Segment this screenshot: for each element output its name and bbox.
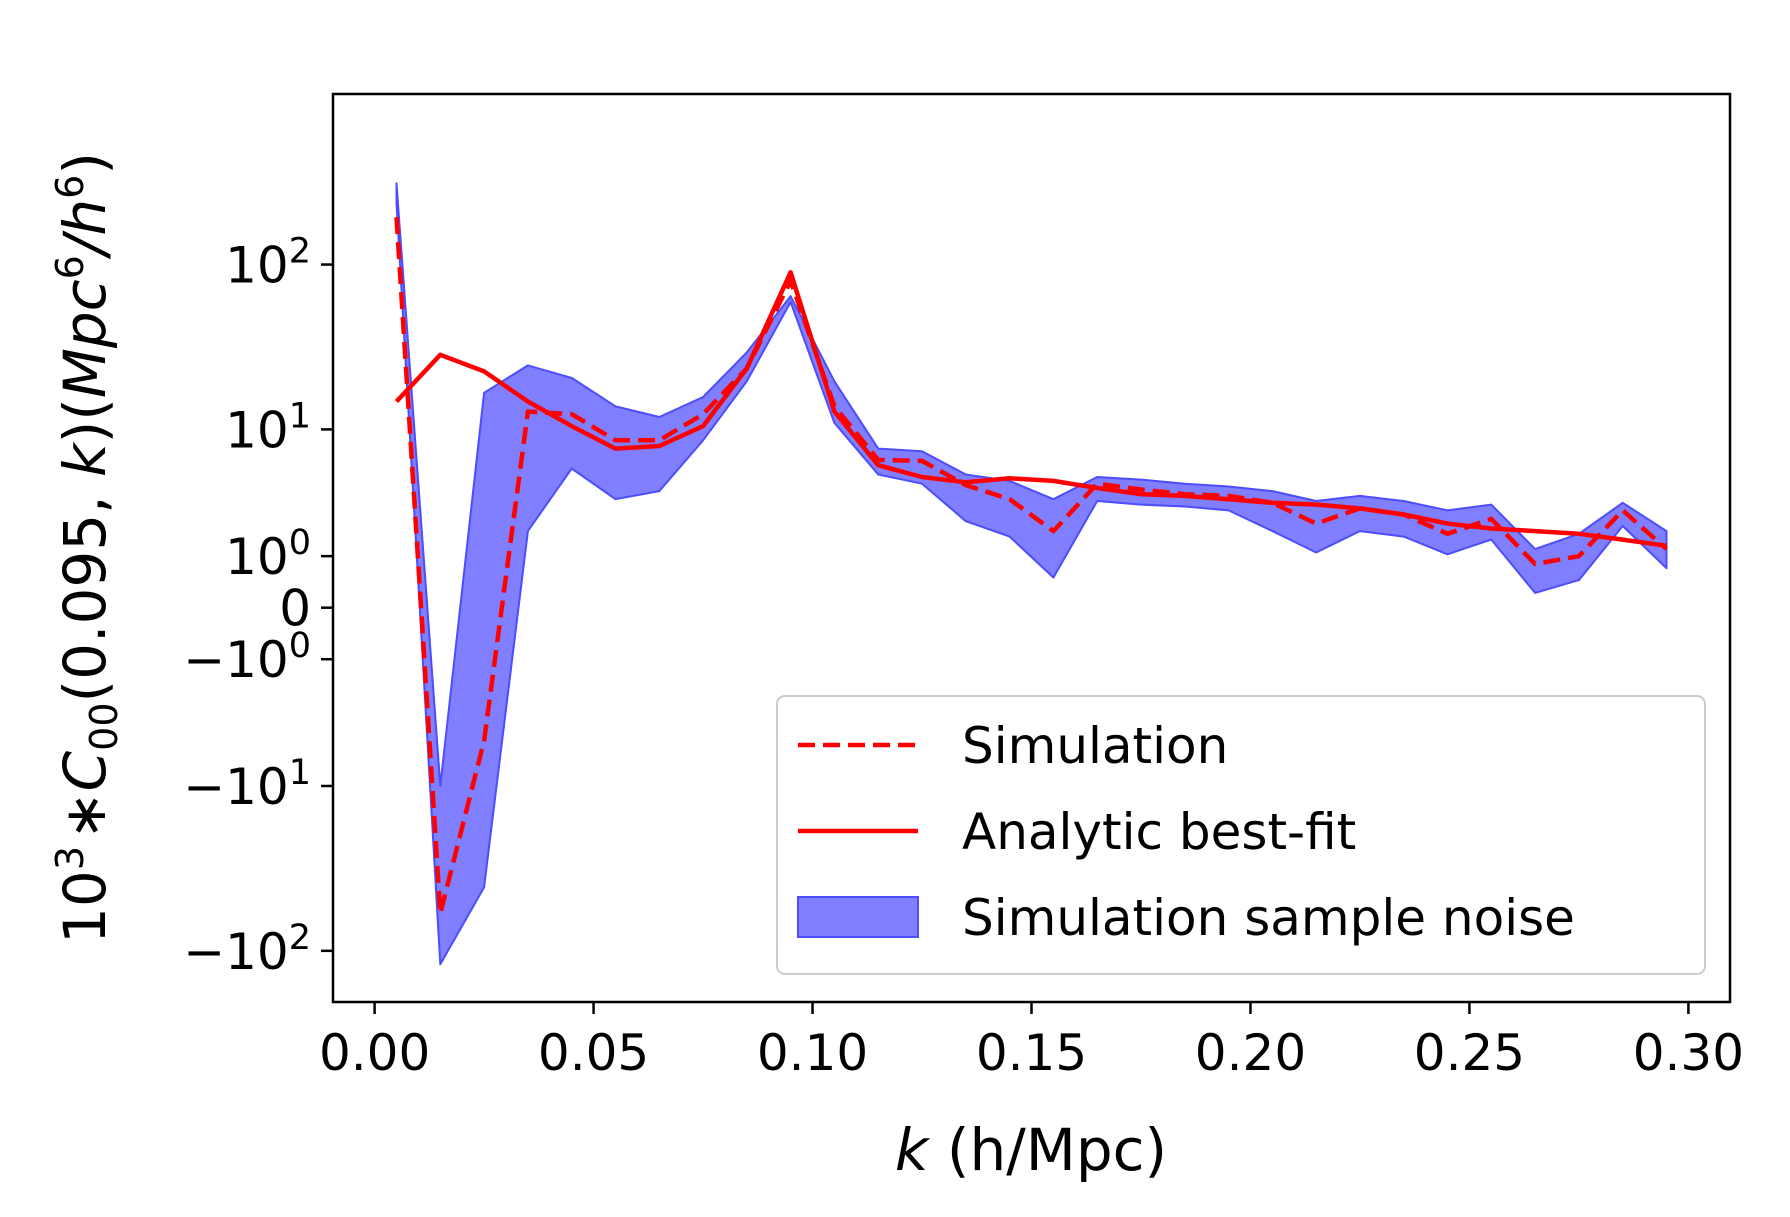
x-axis: 0.00 0.05 0.10 0.15 0.20 0.25 0.30 — [319, 1002, 1744, 1082]
x-axis-label: k (h/Mpc) — [895, 1116, 1167, 1184]
x-tick-label: 0.20 — [1195, 1024, 1306, 1082]
y-tick-label: 102 — [225, 232, 311, 295]
x-tick-label: 0.30 — [1633, 1024, 1744, 1082]
legend-analytic-label: Analytic best-fit — [962, 803, 1356, 861]
legend-noise-swatch — [797, 896, 919, 938]
noise-band — [395, 182, 1668, 966]
y-axis-label: 103∗C00(0.095, k)(Mpc6/h6) — [48, 152, 126, 944]
x-tick-label: 0.10 — [757, 1024, 868, 1082]
y-tick-label: 100 — [225, 523, 311, 586]
legend-frame — [776, 695, 1706, 975]
analytic-best-fit-line — [394, 270, 1667, 549]
legend-simulation-label: Simulation — [962, 717, 1228, 775]
legend: Simulation Analytic best-fit Simulation … — [776, 695, 1706, 975]
noise-band-layer — [395, 182, 1668, 966]
x-tick-label: 0.15 — [976, 1024, 1087, 1082]
x-tick-label: 0.00 — [319, 1024, 430, 1082]
x-tick-label: 0.05 — [538, 1024, 649, 1082]
series-layer — [394, 217, 1668, 916]
x-tick-label: 0.25 — [1414, 1024, 1525, 1082]
y-tick-label: −101 — [183, 753, 311, 816]
simulation-line — [394, 217, 1668, 916]
x-axis-label-var: k — [895, 1116, 931, 1184]
x-axis-label-unit: (h/Mpc) — [928, 1116, 1167, 1184]
legend-noise-label: Simulation sample noise — [962, 889, 1575, 947]
y-tick-label: −100 — [183, 626, 311, 689]
y-tick-label: 101 — [225, 396, 311, 459]
y-tick-label: −102 — [183, 918, 311, 981]
y-tick-label: 0 — [279, 580, 311, 638]
